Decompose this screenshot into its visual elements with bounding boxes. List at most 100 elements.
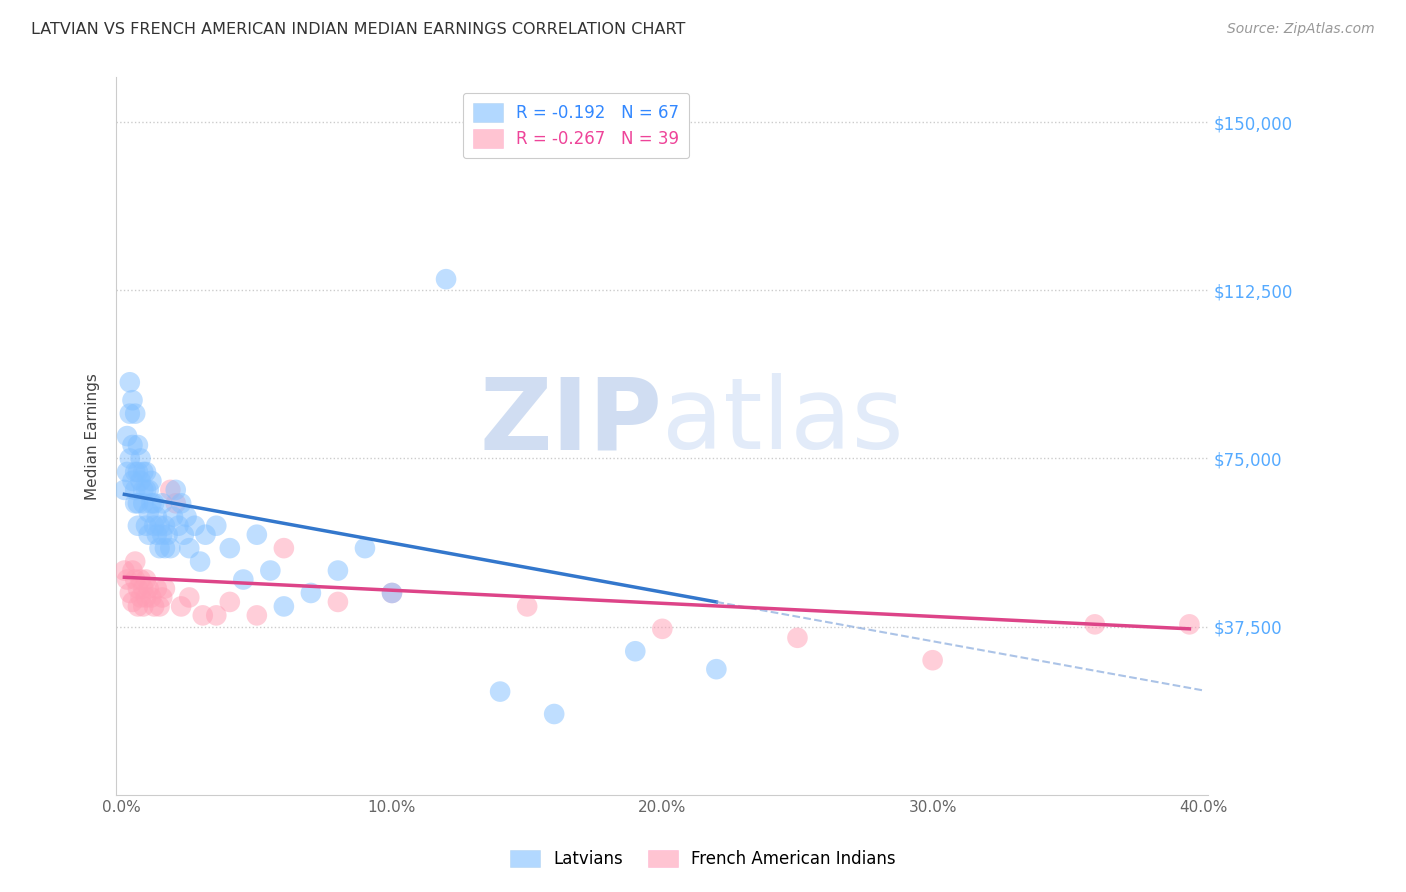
Point xyxy=(183,518,205,533)
Point xyxy=(118,586,141,600)
Point xyxy=(191,608,214,623)
Point xyxy=(141,591,163,605)
Point xyxy=(121,564,143,578)
Point xyxy=(129,573,152,587)
Point xyxy=(135,573,157,587)
Point xyxy=(786,631,808,645)
Point xyxy=(127,518,149,533)
Point xyxy=(165,483,187,497)
Point xyxy=(118,376,141,390)
Point xyxy=(138,582,160,596)
Point xyxy=(112,564,135,578)
Point xyxy=(176,509,198,524)
Point xyxy=(165,496,187,510)
Point xyxy=(153,541,176,556)
Point xyxy=(1084,617,1107,632)
Point xyxy=(121,393,143,408)
Point xyxy=(150,591,173,605)
Point xyxy=(434,272,457,286)
Point xyxy=(170,496,193,510)
Point xyxy=(381,586,404,600)
Point xyxy=(148,518,170,533)
Point xyxy=(159,483,181,497)
Point xyxy=(188,555,211,569)
Point xyxy=(127,599,149,614)
Point xyxy=(127,582,149,596)
Point xyxy=(127,438,149,452)
Point xyxy=(179,541,201,556)
Point xyxy=(354,541,377,556)
Point xyxy=(141,474,163,488)
Point xyxy=(127,465,149,479)
Point xyxy=(143,518,166,533)
Point xyxy=(218,595,240,609)
Point xyxy=(159,541,181,556)
Text: ZIP: ZIP xyxy=(479,373,662,470)
Point xyxy=(121,474,143,488)
Point xyxy=(124,483,146,497)
Point xyxy=(141,496,163,510)
Point xyxy=(153,518,176,533)
Point xyxy=(124,465,146,479)
Point xyxy=(118,407,141,421)
Point xyxy=(121,595,143,609)
Point xyxy=(121,438,143,452)
Legend: Latvians, French American Indians: Latvians, French American Indians xyxy=(503,843,903,875)
Point xyxy=(138,483,160,497)
Point xyxy=(124,555,146,569)
Point xyxy=(115,573,138,587)
Point xyxy=(132,599,155,614)
Point xyxy=(153,582,176,596)
Point xyxy=(148,599,170,614)
Point xyxy=(115,465,138,479)
Point xyxy=(132,582,155,596)
Point xyxy=(135,518,157,533)
Point xyxy=(205,608,228,623)
Point xyxy=(118,451,141,466)
Point xyxy=(179,591,201,605)
Point xyxy=(326,595,349,609)
Point xyxy=(132,496,155,510)
Point xyxy=(138,505,160,519)
Point xyxy=(299,586,322,600)
Point xyxy=(129,474,152,488)
Point xyxy=(150,496,173,510)
Point xyxy=(162,509,184,524)
Point xyxy=(170,599,193,614)
Point xyxy=(205,518,228,533)
Point xyxy=(146,509,169,524)
Point xyxy=(167,518,190,533)
Point xyxy=(259,564,281,578)
Point xyxy=(706,662,728,676)
Point xyxy=(489,684,512,698)
Point xyxy=(543,706,565,721)
Point xyxy=(1178,617,1201,632)
Point xyxy=(146,582,169,596)
Point xyxy=(132,465,155,479)
Point xyxy=(624,644,647,658)
Point xyxy=(146,527,169,541)
Point xyxy=(232,573,254,587)
Point xyxy=(129,451,152,466)
Text: Source: ZipAtlas.com: Source: ZipAtlas.com xyxy=(1227,22,1375,37)
Point xyxy=(143,496,166,510)
Point xyxy=(218,541,240,556)
Text: LATVIAN VS FRENCH AMERICAN INDIAN MEDIAN EARNINGS CORRELATION CHART: LATVIAN VS FRENCH AMERICAN INDIAN MEDIAN… xyxy=(31,22,685,37)
Point xyxy=(246,608,269,623)
Point xyxy=(127,496,149,510)
Point xyxy=(148,541,170,556)
Point xyxy=(124,573,146,587)
Point xyxy=(516,599,538,614)
Point xyxy=(921,653,943,667)
Point xyxy=(326,564,349,578)
Point xyxy=(138,527,160,541)
Point xyxy=(194,527,217,541)
Point xyxy=(273,599,295,614)
Point xyxy=(150,527,173,541)
Point xyxy=(156,527,179,541)
Point xyxy=(124,496,146,510)
Point xyxy=(132,483,155,497)
Point xyxy=(112,483,135,497)
Point xyxy=(135,591,157,605)
Point xyxy=(273,541,295,556)
